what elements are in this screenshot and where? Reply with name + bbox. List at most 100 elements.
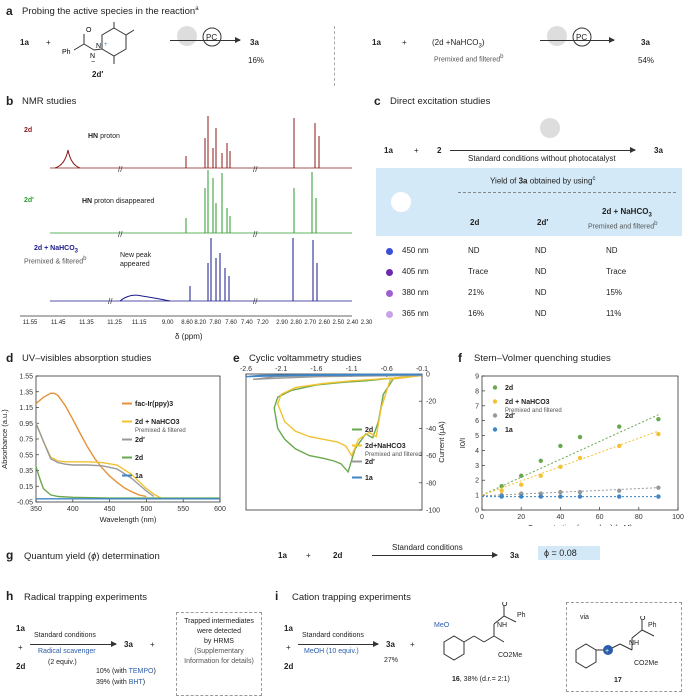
svg-text:+: + — [605, 648, 609, 655]
nmr-tick-label: 9.00 — [161, 320, 174, 326]
legend-note: Premixed & filtered — [135, 428, 186, 434]
y-axis-label: I0/I — [458, 438, 467, 448]
y-tick-label: 6 — [475, 418, 479, 425]
plus-sign: + — [46, 38, 51, 47]
col-mixture: 2d + NaHCO3 — [602, 207, 652, 219]
panel-h-label: h — [6, 589, 14, 603]
col-2d: 2d — [470, 218, 480, 227]
x-tick-label: 20 — [517, 514, 525, 521]
legend-marker — [492, 413, 498, 418]
nmr-tick-label: 2.50 — [332, 320, 345, 326]
condition-text: Standard conditions without photocatalys… — [468, 154, 616, 163]
pc-cycle-icon — [202, 27, 222, 47]
data-point — [656, 485, 661, 490]
label-nh: NH — [497, 622, 508, 629]
table-header — [376, 168, 682, 236]
reactant-2d: 2d — [333, 551, 343, 560]
plus-sign: + — [150, 640, 155, 649]
light-bulb-icon — [391, 192, 411, 212]
nmr-tick-label: 2.70 — [304, 320, 317, 326]
x-tick-label: -0.6 — [381, 366, 393, 373]
series-line — [35, 392, 147, 498]
yield-cell: ND — [535, 288, 547, 297]
wavelength-dot — [386, 290, 393, 297]
series-line — [276, 374, 423, 458]
condition-standard: Standard conditions — [34, 632, 96, 639]
panel-i-label: i — [275, 589, 279, 603]
legend-label: 1a — [505, 427, 513, 434]
x-tick-label: 350 — [30, 506, 42, 513]
uv-vis-chart: 350 400 450 500 550 600 -0.05 0.15 0.35 0.55 0.75 0… — [0, 374, 226, 525]
label-premixed: Premixed & filteredb — [24, 256, 87, 266]
data-point — [499, 483, 504, 489]
svg-text:O: O — [640, 616, 646, 622]
series-line — [35, 423, 155, 498]
label-ph: Ph — [648, 622, 657, 629]
light-bulb-icon — [540, 118, 560, 138]
reactant-1a: 1a — [20, 38, 29, 47]
divider — [334, 26, 335, 86]
data-point — [558, 489, 563, 495]
reaction-arrow — [170, 37, 241, 43]
reactant-2d: 2d — [16, 662, 26, 671]
panel-f-title: Stern–Volmer quenching studies — [474, 353, 611, 364]
product-3a: 3a — [510, 551, 519, 560]
wavelength-cell: 405 nm — [402, 267, 429, 276]
reaction-arrow — [298, 641, 379, 647]
x-tick-label: 450 — [104, 506, 116, 513]
yield-left: 16% — [248, 56, 265, 65]
light-bulb-icon — [547, 26, 567, 46]
data-point — [519, 494, 524, 499]
label-co2me: CO2Me — [498, 652, 523, 659]
annotation-hn-disappeared: HN proton disappeared — [82, 198, 155, 205]
panel-e-label: e — [233, 351, 240, 365]
reaction-arrow — [30, 641, 117, 647]
annotation-appeared: appeared — [120, 261, 150, 268]
panel-c-label: c — [374, 94, 381, 108]
svg-text:O: O — [86, 27, 92, 34]
yield-cell: ND — [535, 267, 547, 276]
nmr-ticks: 11.55 11.45 11.35 11.25 11.15 9.00 8.60 8.20 7.8… — [18, 320, 373, 330]
nmr-xlabel: δ (ppm) — [175, 332, 203, 341]
compound-2dprime: 2d′ — [92, 70, 104, 79]
x-tick-label: 60 — [596, 514, 604, 521]
svg-text://: // — [253, 297, 258, 306]
condition-equiv: (2 equiv.) — [48, 659, 77, 666]
legend-label: 2d + NaHCO3 — [505, 399, 550, 406]
label-2d: 2d — [24, 127, 33, 134]
wavelength-dot — [386, 311, 393, 318]
x-tick-label: 600 — [214, 506, 226, 513]
data-point — [656, 416, 661, 422]
svg-text:O: O — [502, 602, 508, 608]
y-tick-label: 0.15 — [19, 484, 33, 491]
y-tick-label: 0.95 — [19, 421, 33, 428]
nmr-tick-label: 11.35 — [79, 320, 94, 326]
legend-label: fac-Ir(ppy)3 — [135, 401, 173, 408]
wavelength-cell: 380 nm — [402, 288, 429, 297]
panel-h-title: Radical trapping experiments — [24, 592, 148, 603]
data-point — [617, 443, 622, 449]
stern-volmer-chart: 0 20 40 60 80 100 0 1 2 3 4 5 6 7 8 9 Concentration (que… — [458, 374, 684, 527]
panel-i-title: Cation trapping experiments — [292, 592, 411, 603]
quantum-yield-result: ϕ = 0.08 — [538, 546, 600, 560]
x-tick-label: 0 — [480, 514, 484, 521]
reactant-1a: 1a — [278, 551, 287, 560]
x-tick-label: -0.1 — [416, 366, 428, 373]
pc-label: PC — [576, 33, 588, 42]
yield-cell: ND — [468, 246, 480, 255]
y-tick-label: -20 — [426, 399, 436, 406]
x-tick-label: 40 — [557, 514, 565, 521]
hrms-note-box: Trapped intermediates were detected by HRM… — [176, 612, 262, 696]
panel-a-label: a — [6, 4, 13, 18]
x-tick-label: -2.1 — [275, 366, 287, 373]
reactant-2d: 2d — [284, 662, 294, 671]
plus-sign: + — [306, 551, 311, 560]
y-tick-label: 9 — [475, 374, 479, 381]
premixed-mixture: (2d +NaHCO3) — [432, 38, 485, 50]
data-point — [656, 431, 661, 437]
plus-sign-right: + — [402, 38, 407, 47]
y-tick-label: 2 — [475, 478, 479, 485]
svg-text:+: + — [104, 42, 108, 48]
reactant-1a-right: 1a — [372, 38, 381, 47]
x-axis-label: Concentration (quencher) (mM) — [528, 523, 633, 526]
